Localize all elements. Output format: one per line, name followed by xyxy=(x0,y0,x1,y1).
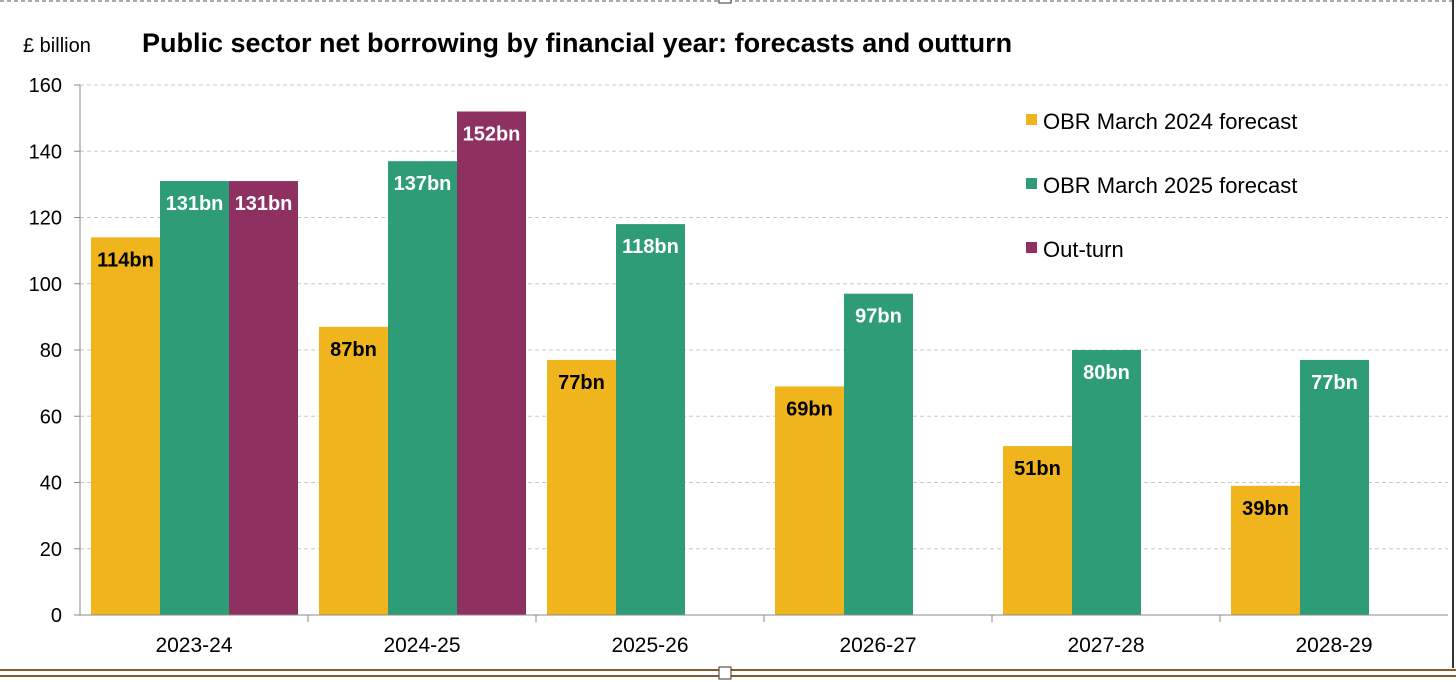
bar xyxy=(229,181,298,615)
legend-label: OBR March 2024 forecast xyxy=(1043,109,1297,134)
bar xyxy=(388,161,457,615)
data-label: 118bn xyxy=(622,236,679,258)
x-category-label: 2024-25 xyxy=(383,634,460,657)
data-label: 152bn xyxy=(463,124,521,146)
y-tick-label: 160 xyxy=(29,75,62,97)
legend-swatch xyxy=(1026,242,1037,253)
frame-resize-handle xyxy=(718,666,732,680)
legend: OBR March 2024 forecast OBR March 2025 fo… xyxy=(1026,109,1297,262)
data-label: 51bn xyxy=(1014,458,1061,480)
data-label: 87bn xyxy=(330,339,377,361)
legend-swatch xyxy=(1026,178,1037,189)
frame-resize-handle xyxy=(718,0,732,4)
bar xyxy=(1300,359,1369,615)
data-label: 131bn xyxy=(166,193,224,215)
data-label: 131bn xyxy=(235,193,293,215)
bar xyxy=(91,237,160,615)
legend-label: Out-turn xyxy=(1043,237,1124,262)
bar xyxy=(457,111,526,615)
data-labels-group: 114bn 131bn 131bn 87bn 137bn 152bn 77bn 118bn 69… xyxy=(97,124,1358,520)
bar xyxy=(1231,485,1300,615)
bar xyxy=(160,181,229,615)
y-tick-label: 140 xyxy=(29,141,62,163)
legend-swatch xyxy=(1026,114,1037,125)
data-label: 77bn xyxy=(1311,372,1358,394)
data-label: 80bn xyxy=(1083,362,1130,384)
bar xyxy=(616,224,685,615)
bar xyxy=(844,293,913,615)
bar xyxy=(547,359,616,615)
y-tick-label: 40 xyxy=(40,473,62,495)
axes-group: 0 20 40 60 80 100 120 140 160 2023-24 2024-25 2025-… xyxy=(29,75,1448,657)
data-label: 114bn xyxy=(97,249,154,271)
bar xyxy=(775,386,844,615)
bar xyxy=(319,326,388,615)
y-tick-label: 0 xyxy=(51,605,62,627)
x-category-label: 2028-29 xyxy=(1295,634,1372,657)
y-tick-label: 60 xyxy=(40,406,62,428)
bar xyxy=(1003,446,1072,615)
data-label: 77bn xyxy=(558,372,605,394)
y-tick-label: 20 xyxy=(40,539,62,561)
data-label: 137bn xyxy=(394,173,452,195)
data-label: 39bn xyxy=(1242,498,1289,520)
data-label: 69bn xyxy=(786,398,833,420)
x-category-label: 2023-24 xyxy=(155,634,232,657)
bars-group xyxy=(91,111,1369,615)
x-category-label: 2027-28 xyxy=(1067,634,1144,657)
x-category-label: 2026-27 xyxy=(839,634,916,657)
bar xyxy=(1072,350,1141,615)
y-tick-label: 100 xyxy=(29,274,62,296)
chart-title: Public sector net borrowing by financial… xyxy=(142,28,1012,58)
legend-label: OBR March 2025 forecast xyxy=(1043,173,1297,198)
y-tick-label: 80 xyxy=(40,340,62,362)
x-category-label: 2025-26 xyxy=(611,634,688,657)
y-axis-unit-label: £ billion xyxy=(23,35,91,57)
data-label: 97bn xyxy=(855,306,902,328)
y-tick-label: 120 xyxy=(29,208,62,230)
gridlines xyxy=(80,84,1448,550)
